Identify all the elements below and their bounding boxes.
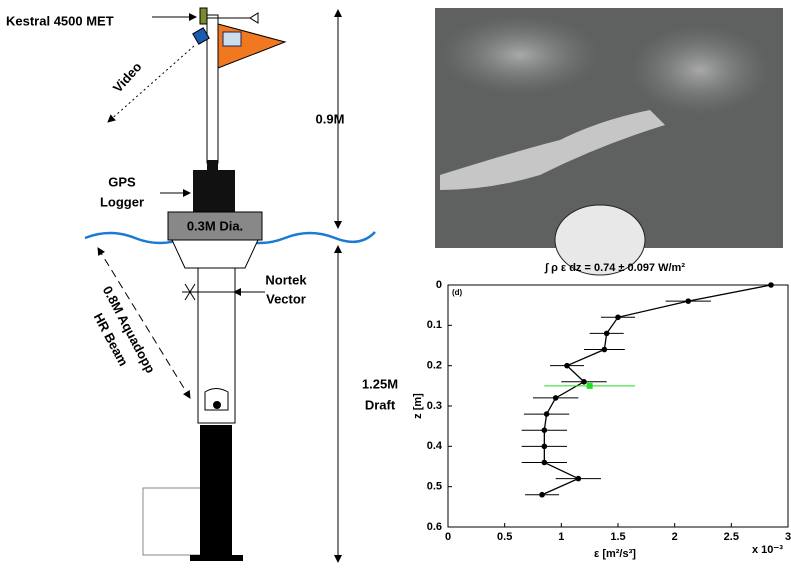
y-tick-label: 0.3 [427,400,442,412]
label: Logger [100,194,144,209]
x-tick-label: 2.5 [724,531,739,543]
y-tick-label: 0 [436,279,442,291]
point [541,443,548,450]
base-plate [190,555,243,561]
camera [192,27,210,45]
gps-logger [193,170,235,213]
point [552,395,559,401]
tube [197,267,236,424]
label: 0.3M Dia. [187,218,243,233]
instrument-top [554,204,646,276]
battery-outline [142,487,206,556]
profile-line [541,284,772,496]
point [615,314,621,321]
label: Kestral 4500 MET [6,13,114,28]
label: Vector [266,291,306,306]
photo-blob [440,15,600,95]
collar [171,239,259,269]
chart-title: ∫ ρ ε dz = 0.74 ± 0.097 W/m² [544,262,685,274]
aquadopp [204,388,229,411]
buoy-diagram: Kestral 4500 MET Video 0.9M GPS Logger 0… [6,7,398,563]
beam-arrow [97,247,191,399]
point [685,298,692,304]
x-tick-label: 0 [445,531,451,543]
point [564,362,570,369]
x-tick-label: 2 [672,531,678,543]
point [603,330,610,337]
point [768,282,774,288]
point [541,427,548,434]
point [575,475,582,482]
point [539,491,545,498]
y-axis-label: z [m] [412,393,424,419]
y-tick-label: 0.5 [427,481,442,493]
x-tick-label: 1.5 [610,531,625,543]
neck [207,160,218,172]
photo [435,8,783,276]
y-tick-label: 0.4 [427,440,443,452]
float [167,211,263,241]
label: 1.25M [362,376,398,391]
point [601,346,608,353]
video-arrow [107,45,195,123]
label: GPS [108,174,136,189]
x-axis-label: ε [m²/s³] [594,548,636,560]
panel-label: (d) [452,288,463,297]
y-tick-label: 0.1 [427,319,442,331]
label: Video [110,59,145,95]
plot-frame [447,284,789,528]
chart: ∫ ρ ε dz = 0.74 ± 0.097 W/m² (d) ε [m²/s… [412,262,791,560]
y-tick-label: 0.6 [427,521,442,533]
x-tick-label: 1 [558,531,564,543]
flag-logo [222,31,242,47]
x-tick-label: 0.5 [497,531,512,543]
point [586,382,593,389]
label: Draft [365,397,396,412]
photo-blob [630,25,770,115]
point [543,411,550,417]
label: Nortek [265,272,307,287]
y-tick-label: 0.2 [427,360,442,372]
kestral-sensor [199,7,208,25]
x-tick-label: 3 [785,531,791,543]
x-multiplier: x 10⁻³ [752,544,783,556]
aquadopp-head [213,401,221,409]
label: 0.9M [316,111,345,126]
point [541,459,548,466]
point [581,379,587,385]
ballast [200,425,232,555]
vane [249,12,259,24]
whitecap [440,110,665,190]
